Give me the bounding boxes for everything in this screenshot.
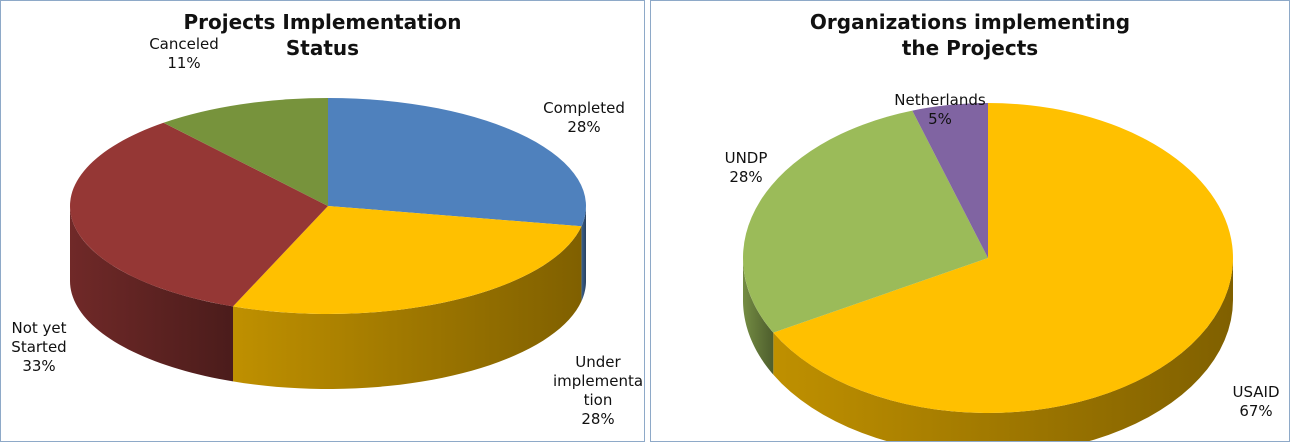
- data-label: Canceled 11%: [129, 35, 239, 73]
- category-label: UNDP: [724, 149, 768, 167]
- slice-side: [70, 206, 234, 382]
- value-label: 33%: [22, 357, 56, 375]
- category-label: Not yet Started: [11, 319, 67, 356]
- value-label: 28%: [581, 410, 615, 428]
- slice: [773, 103, 1233, 413]
- value-label: 28%: [729, 168, 763, 186]
- value-label: 28%: [567, 118, 601, 136]
- data-label: USAID 67%: [1226, 383, 1286, 421]
- chart-title: Projects Implementation Status: [183, 10, 462, 60]
- chart: [69, 98, 586, 389]
- slice-side: [581, 206, 586, 302]
- data-label: Completed 28%: [529, 99, 639, 137]
- data-label: UNDP 28%: [711, 149, 781, 187]
- slice-side: [743, 258, 774, 375]
- slice-side: [773, 258, 1233, 441]
- slice: [233, 206, 582, 314]
- category-label: Netherlands: [894, 91, 986, 109]
- data-label: Not yet Started 33%: [4, 319, 74, 376]
- value-label: 5%: [928, 110, 952, 128]
- slice: [328, 98, 586, 227]
- chart: [743, 103, 1233, 441]
- slice: [163, 98, 328, 206]
- value-label: 67%: [1239, 402, 1273, 420]
- slice: [743, 110, 988, 333]
- slice: [912, 103, 988, 258]
- data-label: Netherlands 5%: [885, 91, 995, 129]
- category-label: Under implementation: [552, 353, 644, 409]
- chart-title: Organizations implementing the Projects: [809, 10, 1131, 60]
- category-label: Canceled: [149, 35, 219, 53]
- data-label: Under implementation 28%: [552, 353, 644, 429]
- chart-panel: Projects Implementation Status Completed…: [0, 0, 645, 442]
- category-label: USAID: [1232, 383, 1280, 401]
- category-label: Completed: [543, 99, 625, 117]
- chart-panel: Organizations implementing the Projects …: [650, 0, 1290, 442]
- value-label: 11%: [167, 54, 201, 72]
- slice-side: [233, 226, 582, 389]
- slice: [69, 122, 328, 307]
